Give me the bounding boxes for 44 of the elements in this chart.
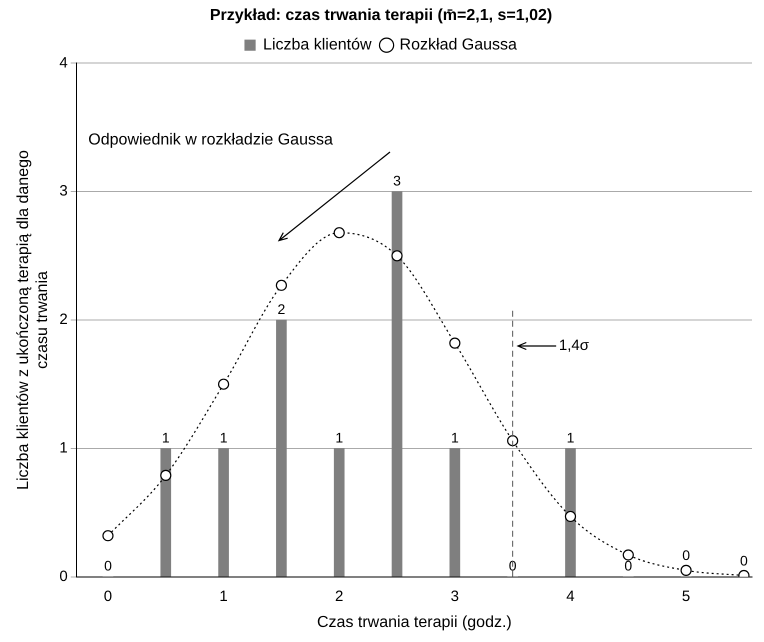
bar <box>218 448 229 577</box>
x-axis-title: Czas trwania terapii (godz.) <box>316 614 512 631</box>
bar <box>276 320 287 577</box>
bar <box>392 191 402 577</box>
y-tick-label: 3 <box>59 182 68 200</box>
data-label: 2 <box>278 300 286 317</box>
point <box>160 470 172 481</box>
bar <box>334 448 345 577</box>
data-label: 1 <box>162 429 170 446</box>
point <box>391 250 403 262</box>
x-tick-label: 1 <box>219 588 228 605</box>
bar <box>160 448 172 577</box>
data-label: 0 <box>682 547 690 564</box>
x-tick-label: 3 <box>450 588 460 605</box>
x-tick-label: 5 <box>682 588 690 605</box>
data-label: 1 <box>220 429 228 446</box>
data-label: 1 <box>450 429 459 446</box>
chart-title: Przykład: czas trwania terapii (m̄=2,1, s=1,02) <box>210 7 552 24</box>
y-tick-label: 0 <box>59 568 68 585</box>
data-label: 0 <box>104 558 112 574</box>
bar <box>565 448 576 577</box>
y-axis-title: Liczba klientów z ukończoną terapią dla danego czasu trwania <box>15 150 52 490</box>
y-tick-label: 1 <box>59 440 68 457</box>
data-label: 0 <box>740 552 748 568</box>
annotation: Odpowiednik w rozkładzie Gaussa <box>88 132 333 149</box>
data-label: 1 <box>566 429 575 446</box>
data-label: 3 <box>393 172 402 188</box>
legend-label: Rozkład Gaussa <box>400 36 518 54</box>
data-label: 0 <box>624 558 632 574</box>
y-tick-label: 2 <box>59 311 68 328</box>
point <box>218 378 230 390</box>
ref-line-label: 1,4σ <box>558 336 590 354</box>
legend-label: Liczba klientów <box>263 36 372 54</box>
point <box>507 435 518 446</box>
bar <box>450 448 460 577</box>
x-tick-label: 0 <box>104 588 112 605</box>
point <box>564 510 576 522</box>
y-tick-label: 4 <box>59 54 68 72</box>
x-tick-label: 2 <box>335 588 344 605</box>
data-label: 0 <box>508 558 517 574</box>
data-label: 1 <box>335 429 344 446</box>
point <box>622 549 634 561</box>
point <box>680 564 692 576</box>
x-tick-label: 4 <box>566 588 575 605</box>
